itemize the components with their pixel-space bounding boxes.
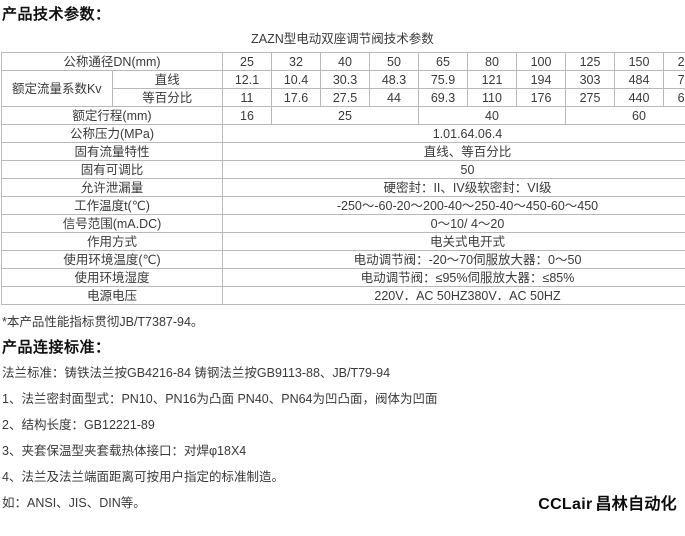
company-logo: CCLair 昌林自动化	[538, 490, 677, 514]
table-row-working-temperature: 工作温度t(℃) -250～-60-20～200-40～250-40～450-6…	[1, 196, 685, 215]
table-row-kv-linear: 额定流量系数Kv 直线 12.1 10.4 30.3 48.3 75.9 121…	[1, 70, 685, 107]
row-label-signal-range: 信号范围(mA.DC)	[1, 214, 223, 233]
cell-kv-equal-3: 44	[369, 88, 419, 107]
row-label-rangeability: 固有可调比	[1, 160, 223, 179]
connection-standard-title: 产品连接标准：	[2, 339, 111, 356]
cell-kv-equal-1: 17.6	[271, 88, 321, 107]
cell-kv-linear-6: 194	[516, 70, 566, 89]
cell-dn-4: 65	[418, 52, 468, 71]
cell-dn-8: 150	[614, 52, 664, 71]
cell-kv-equal-6: 176	[516, 88, 566, 107]
list-item: 3、夹套保温型夹套载热体接口：对焊φ18X4	[2, 444, 247, 458]
standard-note: *本产品性能指标贯彻JB/T7387-94。	[2, 315, 204, 329]
table-row-action-type: 作用方式 电关式电开式	[1, 232, 685, 251]
cell-ambient-temperature-value: 电动调节阀：-20～70伺服放大器：0～50	[222, 250, 685, 269]
list-item: 2、结构长度：GB12221-89	[2, 418, 155, 432]
connection-standard-list: 1、法兰密封面型式：PN10、PN16为凸面 PN40、PN64为凹凸面，阀体为…	[0, 386, 685, 516]
cell-kv-equal-0: 11	[222, 88, 272, 107]
cell-rangeability-value: 50	[222, 160, 685, 179]
cell-kv-equal-2: 27.5	[320, 88, 370, 107]
cell-dn-9: 200	[663, 52, 685, 71]
cell-kv-linear-0: 12.1	[222, 70, 272, 89]
table-row-leakage: 允许泄漏量 硬密封：II、IV级软密封：VI级	[1, 178, 685, 197]
cell-kv-equal-8: 440	[614, 88, 664, 107]
cell-dn-1: 32	[271, 52, 321, 71]
list-item: 4、法兰及法兰端面距离可按用户指定的标准制造。	[2, 470, 284, 484]
cell-stroke-3: 60	[565, 106, 685, 125]
table-row-ambient-temperature: 使用环境温度(℃) 电动调节阀：-20～70伺服放大器：0～50	[1, 250, 685, 269]
page-title: 产品技术参数：	[2, 6, 111, 23]
cell-kv-linear-5: 121	[467, 70, 517, 89]
row-label-kv-equal: 等百分比	[111, 88, 223, 107]
cell-kv-linear-1: 10.4	[271, 70, 321, 89]
cell-kv-linear-2: 30.3	[320, 70, 370, 89]
cell-kv-equal-9: 693	[663, 88, 685, 107]
row-label-voltage: 电源电压	[1, 286, 223, 305]
row-label-ambient-temperature: 使用环境温度(℃)	[1, 250, 223, 269]
cell-ambient-humidity-value: 电动调节阀：≤95%伺服放大器：≤85%	[222, 268, 685, 287]
row-label-stroke: 额定行程(mm)	[1, 106, 223, 125]
cell-kv-equal-7: 275	[565, 88, 615, 107]
cell-kv-equal-4: 69.3	[418, 88, 468, 107]
table-row-kv-equal: 等百分比 11 17.6 27.5 44 69.3 110 176 275 44…	[2, 88, 685, 107]
cell-kv-linear-4: 75.9	[418, 70, 468, 89]
logo-brand-cn: 昌林自动化	[595, 496, 677, 513]
table-row-stroke: 额定行程(mm) 16 25 40 60	[1, 106, 685, 125]
table-row-rangeability: 固有可调比 50	[1, 160, 685, 179]
cell-working-temperature-value: -250～-60-20～200-40～250-40～450-60～450	[222, 196, 685, 215]
cell-stroke-0: 16	[222, 106, 272, 125]
cell-stroke-1: 25	[271, 106, 419, 125]
table-row-ambient-humidity: 使用环境湿度 电动调节阀：≤95%伺服放大器：≤85%	[1, 268, 685, 287]
table-caption: ZAZN型电动双座调节阀技术参数	[251, 32, 434, 46]
row-label-ambient-humidity: 使用环境湿度	[1, 268, 223, 287]
cell-kv-linear-9: 759	[663, 70, 685, 89]
row-label-leakage: 允许泄漏量	[1, 178, 223, 197]
cell-flow-characteristic-value: 直线、等百分比	[222, 142, 685, 161]
table-row-signal-range: 信号范围(mA.DC) 0～10/ 4～20	[1, 214, 685, 233]
row-label-working-temperature: 工作温度t(℃)	[1, 196, 223, 215]
row-label-flow-characteristic: 固有流量特性	[1, 142, 223, 161]
cell-voltage-value: 220V．AC 50HZ380V．AC 50HZ	[222, 286, 685, 305]
cell-dn-7: 125	[565, 52, 615, 71]
cell-kv-equal-5: 110	[467, 88, 517, 107]
cell-kv-linear-7: 303	[565, 70, 615, 89]
cell-kv-linear-3: 48.3	[369, 70, 419, 89]
row-label-pressure: 公称压力(MPa)	[1, 124, 223, 143]
cell-action-type-value: 电关式电开式	[222, 232, 685, 251]
row-label-kv: 额定流量系数Kv	[1, 70, 113, 107]
cell-dn-6: 100	[516, 52, 566, 71]
cell-dn-0: 25	[222, 52, 272, 71]
table-row-dn: 公称通径DN(mm) 25 32 40 50 65 80 100 125 150…	[1, 52, 685, 71]
cell-kv-linear-8: 484	[614, 70, 664, 89]
cell-pressure-value: 1.01.64.06.4	[222, 124, 685, 143]
table-row-pressure: 公称压力(MPa) 1.01.64.06.4	[1, 124, 685, 143]
table-row-flow-characteristic: 固有流量特性 直线、等百分比	[1, 142, 685, 161]
cell-signal-range-value: 0～10/ 4～20	[222, 214, 685, 233]
row-label-kv-linear: 直线	[111, 70, 223, 89]
cell-dn-5: 80	[467, 52, 517, 71]
spec-table: 公称通径DN(mm) 25 32 40 50 65 80 100 125 150…	[1, 52, 685, 305]
list-item: 如：ANSI、JIS、DIN等。	[2, 496, 146, 510]
cell-stroke-2: 40	[418, 106, 566, 125]
table-row-voltage: 电源电压 220V．AC 50HZ380V．AC 50HZ	[1, 286, 685, 305]
cell-leakage-value: 硬密封：II、IV级软密封：VI级	[222, 178, 685, 197]
cell-dn-2: 40	[320, 52, 370, 71]
row-label-dn: 公称通径DN(mm)	[1, 52, 223, 71]
flange-standard-text: 法兰标准：铸铁法兰按GB4216-84 铸钢法兰按GB9113-88、JB/T7…	[2, 366, 391, 380]
cell-dn-3: 50	[369, 52, 419, 71]
list-item: 1、法兰密封面型式：PN10、PN16为凸面 PN40、PN64为凹凸面，阀体为…	[2, 392, 438, 406]
row-label-action-type: 作用方式	[1, 232, 223, 251]
logo-brand-en: CCLair	[538, 496, 593, 513]
